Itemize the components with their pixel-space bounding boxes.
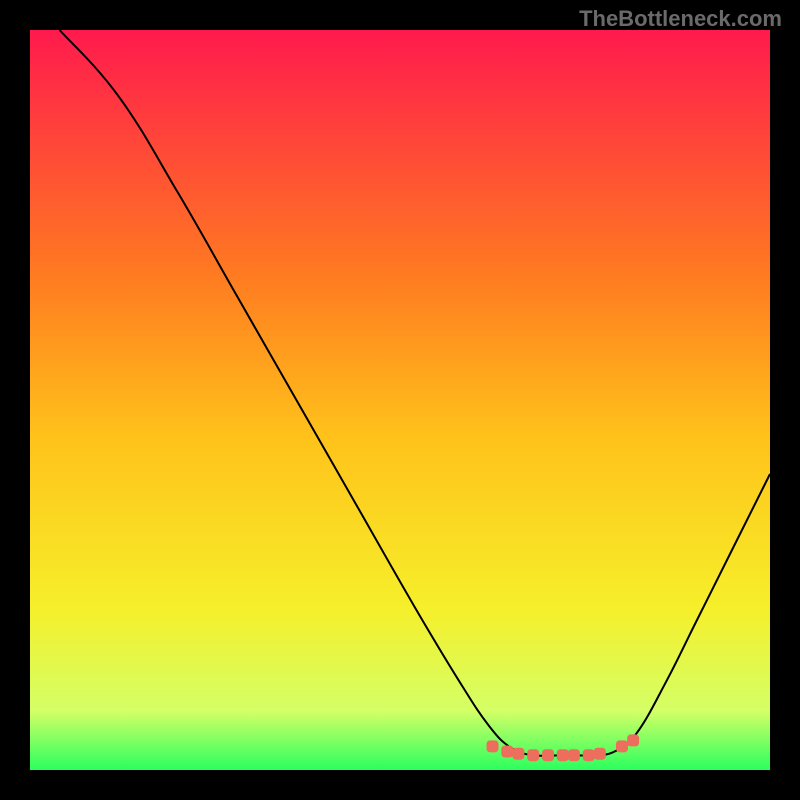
chart-marker [568, 749, 580, 761]
chart-marker [487, 740, 499, 752]
chart-marker [527, 749, 539, 761]
chart-marker [583, 749, 595, 761]
chart-marker [616, 740, 628, 752]
chart-line-curve [60, 30, 770, 756]
chart-marker [594, 748, 606, 760]
chart-marker [557, 749, 569, 761]
chart-markers-group [487, 734, 640, 761]
chart-marker [542, 749, 554, 761]
chart-plot-area [30, 30, 770, 770]
chart-marker [501, 746, 513, 758]
chart-marker [627, 734, 639, 746]
chart-marker [512, 748, 524, 760]
watermark-text: TheBottleneck.com [579, 6, 782, 32]
chart-svg [30, 30, 770, 770]
